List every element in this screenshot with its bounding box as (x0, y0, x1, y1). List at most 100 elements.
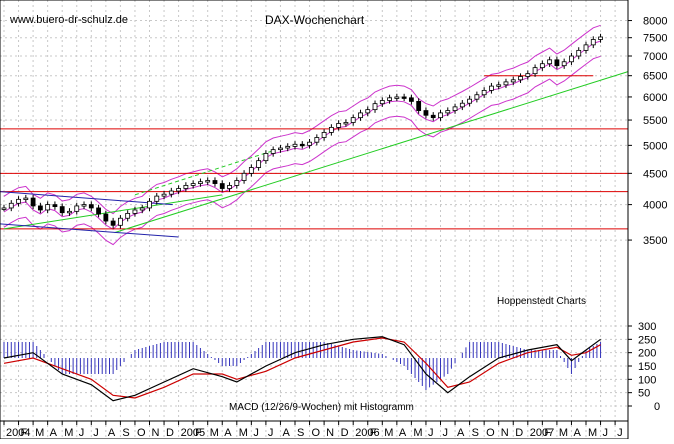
candle-body (510, 79, 516, 83)
candle-body (314, 137, 320, 143)
month-label: A (224, 427, 232, 439)
month-label: F (21, 427, 28, 439)
candle-body (532, 67, 538, 75)
candle-body (270, 149, 276, 154)
candle-body (30, 197, 36, 207)
macd-tick-label: 300 (638, 321, 656, 333)
candle-body (292, 143, 298, 147)
month-label: S (472, 427, 479, 439)
month-label: O (486, 427, 495, 439)
candle-body (561, 61, 567, 67)
watermark-label: www.buero-dr-schulz.de (9, 14, 128, 26)
trendline-lower (3, 194, 223, 230)
month-label: A (399, 427, 407, 439)
macd-line (3, 336, 601, 402)
candle-body (547, 59, 553, 65)
candle-body (205, 180, 211, 183)
candle-body (263, 153, 269, 162)
indicator-label: MACD (12/26/9-Wochen) mit Histogramm (229, 402, 414, 413)
trendline-dashed (134, 150, 274, 196)
month-label: 2004 (6, 427, 30, 439)
candle-body (212, 180, 218, 184)
month-label: F (544, 427, 551, 439)
candle-body (358, 112, 363, 119)
month-label: M (35, 427, 44, 439)
candle-body (234, 180, 240, 186)
macd-tick-label: 200 (638, 348, 656, 360)
candle-body (67, 210, 72, 214)
candle-body (256, 160, 262, 168)
candle-body (248, 167, 254, 174)
month-label: N (326, 427, 334, 439)
candle-body (423, 110, 429, 116)
price-tick-label: 4500 (643, 168, 667, 180)
candle-body (190, 183, 196, 186)
candle-body (227, 185, 232, 189)
candle-body (365, 109, 371, 114)
candle-body (198, 181, 203, 184)
price-tick-label: 5000 (643, 140, 667, 152)
candle-body (154, 195, 160, 202)
month-label: J (268, 427, 274, 439)
trendline-main (114, 71, 629, 234)
candle-body (132, 209, 138, 214)
candle-body (52, 204, 58, 208)
month-label: J (443, 427, 449, 439)
month-label: A (457, 427, 465, 439)
month-label: 2006 (355, 427, 379, 439)
candle-body (569, 55, 574, 63)
macd-tick-label: 150 (638, 361, 656, 373)
month-label: M (210, 427, 219, 439)
macd-tick-label: 100 (638, 374, 656, 386)
channel-upper (0, 191, 173, 206)
candle-body (161, 193, 167, 197)
candle-body (598, 36, 603, 40)
candle-body (539, 63, 545, 69)
month-label: J (93, 427, 99, 439)
candle-body (481, 89, 487, 96)
signal-line (3, 337, 601, 399)
candle-body (372, 103, 378, 111)
month-label: N (152, 427, 160, 439)
candle-body (336, 123, 342, 128)
candle-body (37, 205, 43, 211)
month-label: O (137, 427, 146, 439)
candle-body (307, 141, 312, 146)
month-label: N (501, 427, 509, 439)
candle-body (1, 207, 7, 210)
candle-body (489, 85, 494, 91)
month-label: D (166, 427, 174, 439)
candle-body (45, 204, 51, 211)
macd-tick-label: 50 (638, 388, 650, 400)
candle-body (96, 207, 101, 215)
candle-body (590, 39, 596, 46)
candle-body (394, 96, 400, 99)
price-tick-label: 8000 (643, 16, 667, 28)
month-label: M (239, 427, 248, 439)
candle-body (554, 59, 560, 67)
candle-body (147, 200, 152, 209)
candle-body (350, 117, 356, 123)
candle-body (583, 44, 589, 51)
candle-body (525, 73, 531, 77)
candle-body (459, 102, 465, 108)
month-label: D (341, 427, 349, 439)
month-label: S (297, 427, 304, 439)
candle-body (219, 183, 225, 189)
macd-tick-label: 0 (654, 401, 660, 413)
candle-body (474, 94, 480, 100)
candle-body (278, 147, 283, 151)
bollinger-lower (3, 55, 601, 246)
candle-body (110, 220, 116, 226)
candle-body (496, 84, 502, 87)
month-label: D (515, 427, 523, 439)
source-label: Hoppenstedt Charts (497, 296, 586, 307)
candle-body (103, 213, 109, 222)
candle-body (503, 81, 509, 86)
price-tick-label: 3500 (643, 235, 667, 247)
price-tick-label: 4000 (643, 200, 667, 212)
chart-title: DAX-Wochenchart (265, 13, 365, 27)
candle-body (125, 212, 131, 219)
